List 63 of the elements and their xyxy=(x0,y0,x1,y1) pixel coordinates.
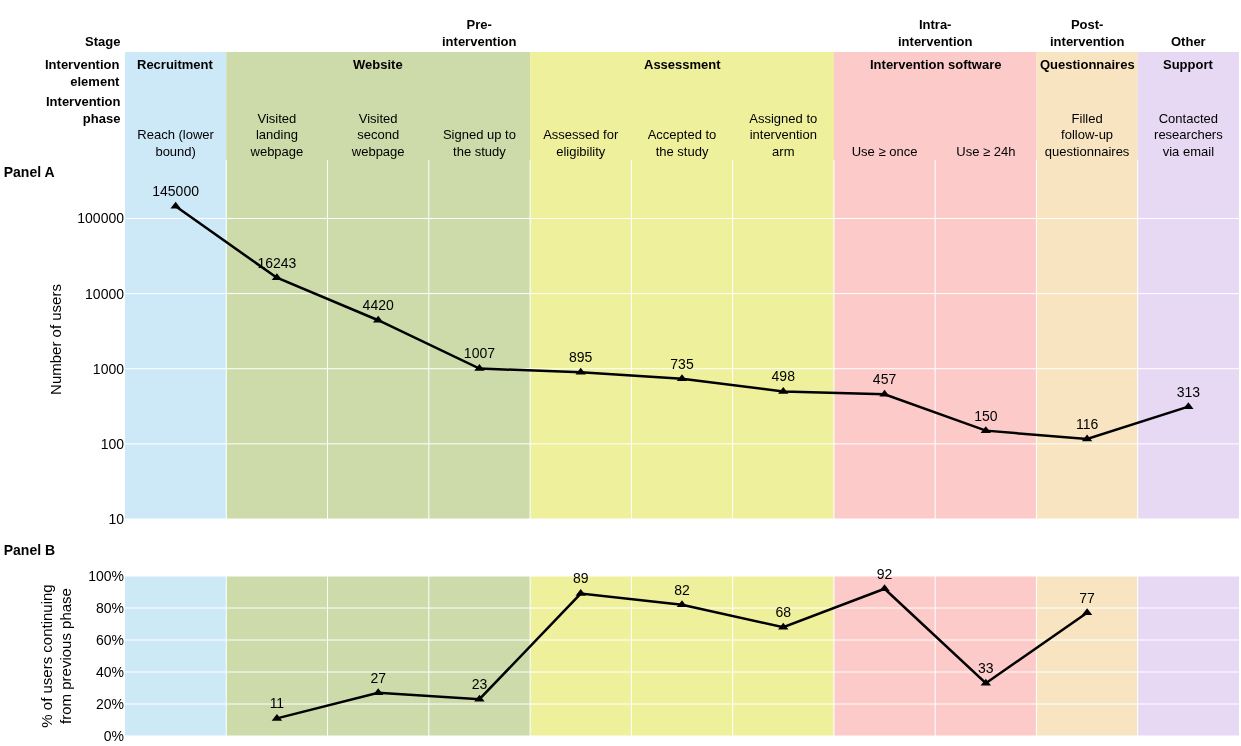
data-label: 89 xyxy=(572,570,589,587)
x-tick-label: Filled follow-up questionnaires xyxy=(1044,110,1130,160)
y-tick-label: 0% xyxy=(103,727,124,744)
x-tick-label: Contacted researchers via email xyxy=(1154,110,1224,160)
point xyxy=(879,389,890,397)
band-label: Assessment xyxy=(644,57,722,72)
x-tick-label: Assigned to intervention arm xyxy=(749,110,818,160)
data-label: 313 xyxy=(1176,383,1201,400)
y-tick-label: 20% xyxy=(95,695,124,712)
data-label: 77 xyxy=(1079,589,1096,606)
data-label: 145000 xyxy=(152,183,200,200)
x-tick-label: Visited landing webpage xyxy=(249,110,304,160)
chart-title: Panel A xyxy=(3,163,55,180)
y-tick-label: 100 xyxy=(100,435,125,452)
data-label: 498 xyxy=(771,368,796,385)
data-label: 92 xyxy=(876,565,893,582)
data-label: 27 xyxy=(370,669,387,686)
x-tick-label: Reach (lower bound) xyxy=(137,127,215,160)
data-label: 457 xyxy=(872,371,897,388)
text: Other xyxy=(1171,34,1206,49)
y-tick-label: 80% xyxy=(95,599,124,616)
data-label: 16243 xyxy=(257,254,297,271)
data-label: 68 xyxy=(775,604,792,621)
y-tick-label: 40% xyxy=(95,663,124,680)
band-label: Website xyxy=(353,57,403,72)
y-axis-title: Number of users xyxy=(46,284,64,395)
x-tick-label: Accepted to the study xyxy=(647,127,717,160)
y-tick-label: 100000 xyxy=(77,210,125,227)
point xyxy=(778,386,789,394)
x-tick-label: Signed up to the study xyxy=(442,127,516,160)
y-tick-label: 60% xyxy=(95,631,124,648)
y-tick-label: 10 xyxy=(108,510,125,527)
x-tick-label: Assessed for eligibility xyxy=(543,127,619,160)
data-label: 23 xyxy=(471,676,488,693)
data-label: 895 xyxy=(569,349,593,366)
data-label: 150 xyxy=(974,407,998,424)
point xyxy=(170,201,181,209)
data-label: 735 xyxy=(670,355,694,372)
y-axis-title: % of users continuing from previous phase xyxy=(37,584,75,728)
band-label: Support xyxy=(1163,57,1214,72)
x-tick-label: Use ≥ once xyxy=(851,144,918,160)
y-tick-label: 10000 xyxy=(85,285,125,302)
chart-title: Panel B xyxy=(3,541,56,558)
band-label: Questionnaires xyxy=(1040,57,1135,72)
text: Intervention phase xyxy=(46,94,121,126)
data-label: 116 xyxy=(1075,415,1099,432)
data-label: 1007 xyxy=(463,345,496,362)
text: Post-intervention xyxy=(1050,17,1125,49)
text: Pre-intervention xyxy=(442,17,517,49)
point xyxy=(575,367,586,375)
y-tick-label: 100% xyxy=(88,567,124,584)
x-tick-label: Use ≥ 24h xyxy=(956,144,1016,160)
data-label: 82 xyxy=(674,581,690,598)
data-label: 33 xyxy=(978,660,994,677)
band-label: Intervention software xyxy=(870,57,1002,72)
text: Stage xyxy=(85,34,121,49)
x-tick-label: Visited second webpage xyxy=(350,110,405,160)
text: Intervention element xyxy=(45,57,121,89)
y-tick-label: 1000 xyxy=(92,360,125,377)
band-label: Recruitment xyxy=(137,57,214,72)
data-label: 4420 xyxy=(362,297,394,314)
text: Intra-intervention xyxy=(898,17,973,49)
data-label: 11 xyxy=(269,695,285,712)
